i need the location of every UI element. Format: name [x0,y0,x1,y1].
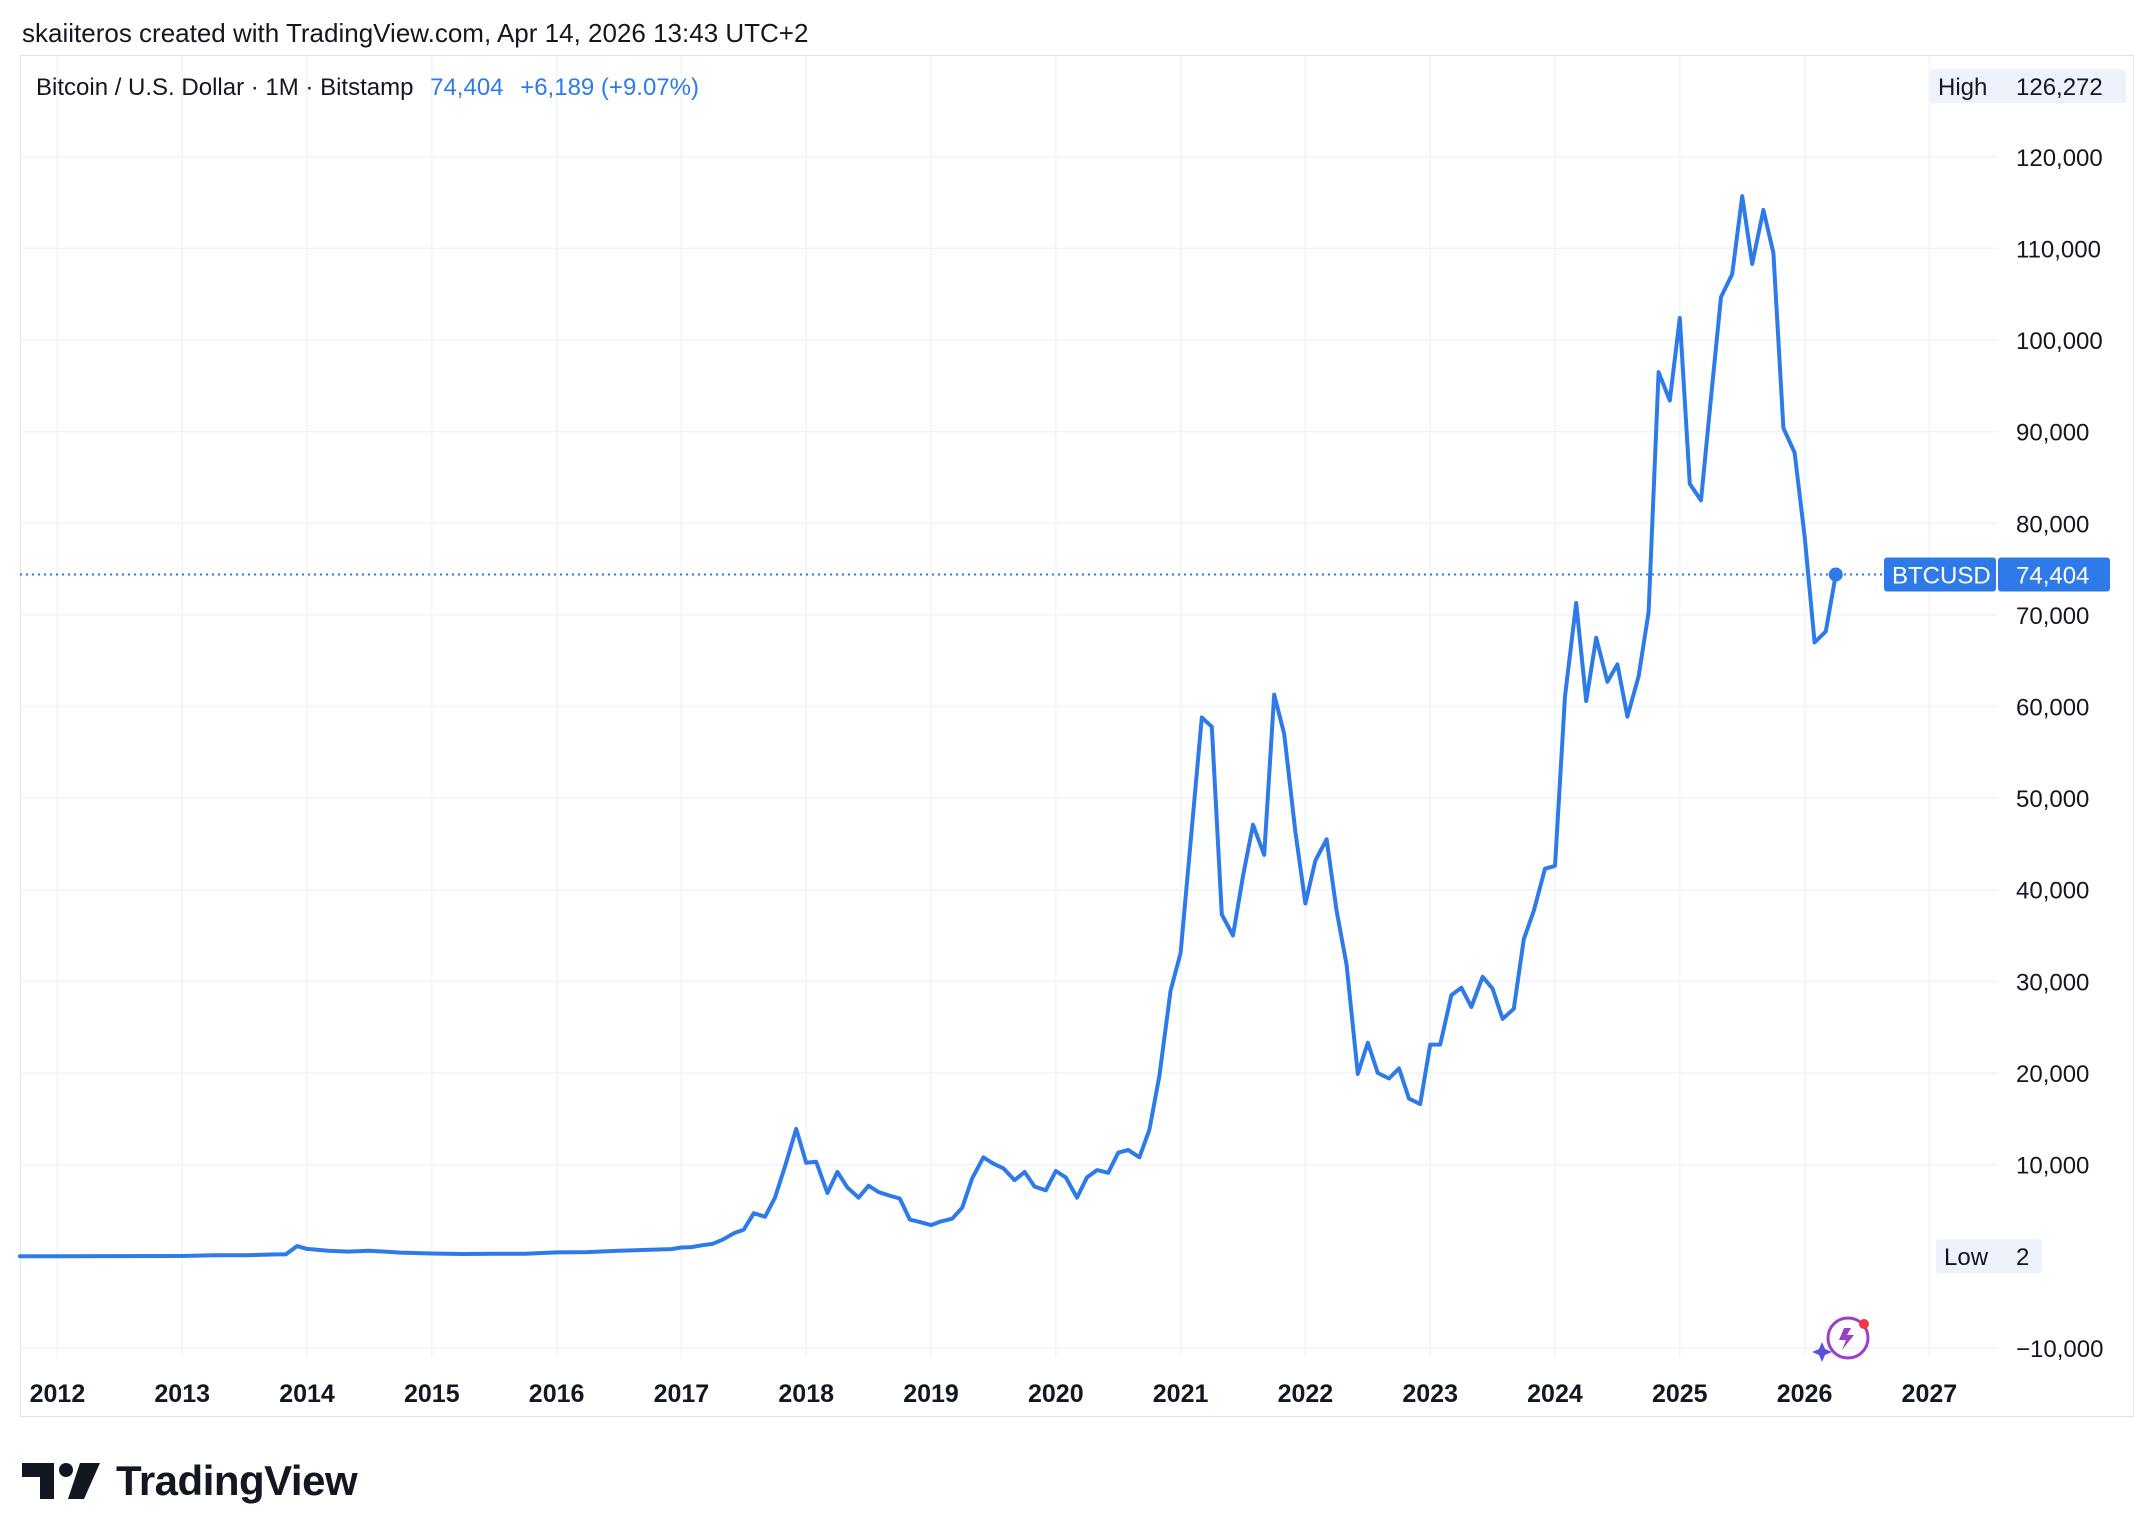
legend-last-price: 74,404 [430,74,504,101]
x-tick-label: 2013 [154,1380,210,1408]
x-tick-label: 2021 [1153,1380,1209,1408]
y-tick-label: 20,000 [2016,1061,2089,1088]
y-tick-label: 100,000 [2016,328,2103,355]
chart-frame [20,55,2134,1417]
y-tick-label: 90,000 [2016,420,2089,447]
x-tick-label: 2012 [30,1380,86,1408]
ticker-value: 74,404 [2016,563,2089,590]
series-btcusd-line[interactable] [18,194,1838,1259]
low-badge: Low 2 [1936,1239,2042,1274]
chart-legend: Bitcoin / U.S. Dollar · 1M · Bitstamp 74… [36,74,699,102]
x-axis: 2012 2013 2014 2015 2016 2017 2018 2019 2020 2021… [30,1380,1958,1408]
tradingview-logo-icon [22,1463,100,1499]
high-value: 126,272 [2016,74,2103,101]
low-badge-bg [1936,1239,2042,1274]
x-tick-label: 2020 [1028,1380,1084,1408]
x-tick-label: 2025 [1652,1380,1708,1408]
y-tick-label: 60,000 [2016,695,2089,722]
sparkle-icon[interactable] [1812,1316,1870,1362]
low-label: Low [1944,1244,1989,1271]
legend-change: +6,189 (+9.07%) [520,74,699,101]
ticker-label: BTCUSD [1892,563,1991,590]
grid-lines [20,56,1998,1357]
attribution-text: skaiiteros created with TradingView.com,… [22,18,809,48]
legend-symbol[interactable]: Bitcoin / U.S. Dollar · 1M · Bitstamp [36,74,414,101]
high-badge: High 126,272 [1930,69,2126,103]
ticker-label-bg [1884,557,1996,592]
ticker-badge: BTCUSD 74,404 [1884,557,2110,592]
low-value: 2 [2016,1244,2029,1271]
y-tick-label: 30,000 [2016,969,2089,996]
y-tick-label: 40,000 [2016,878,2089,905]
y-axis: −10,000 10,000 20,000 30,000 40,000 50,000 60,… [2016,145,2103,1363]
y-tick-label: 70,000 [2016,603,2089,630]
ticker-value-bg [1998,557,2110,592]
y-tick-label: 10,000 [2016,1153,2089,1180]
x-tick-label: 2014 [279,1380,335,1408]
x-tick-label: 2017 [654,1380,710,1408]
x-tick-label: 2018 [778,1380,834,1408]
x-tick-label: 2015 [404,1380,460,1408]
high-label: High [1938,74,1987,101]
y-tick-label: 50,000 [2016,786,2089,813]
x-tick-label: 2024 [1527,1380,1583,1408]
x-tick-label: 2022 [1278,1380,1334,1408]
y-tick-label: −10,000 [2016,1336,2103,1363]
high-badge-bg [1930,69,2126,103]
y-tick-label: 80,000 [2016,511,2089,538]
tradingview-logo[interactable]: TradingView [22,1456,358,1506]
x-tick-label: 2016 [529,1380,585,1408]
x-tick-label: 2023 [1402,1380,1458,1408]
tradingview-logo-text: TradingView [116,1457,358,1504]
y-tick-label: 120,000 [2016,145,2103,172]
last-price-dot [1828,567,1843,582]
y-tick-label: 110,000 [2016,236,2101,263]
x-tick-label: 2027 [1902,1380,1958,1408]
x-tick-label: 2019 [903,1380,959,1408]
x-tick-label: 2026 [1777,1380,1833,1408]
